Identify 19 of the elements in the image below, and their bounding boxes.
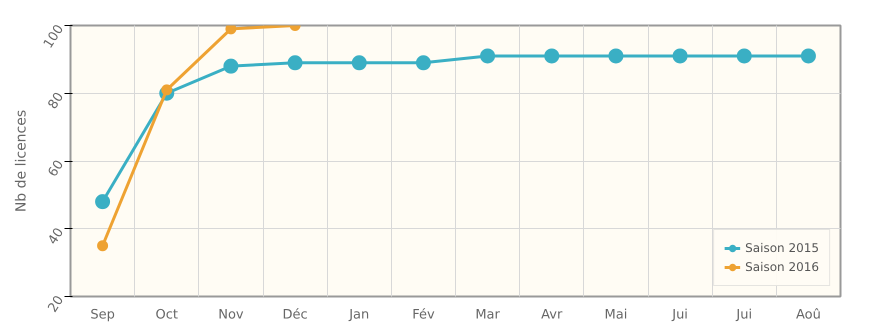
x-tick-label: Fév: [412, 308, 435, 322]
x-tick-label: Jui: [735, 308, 752, 322]
legend-label: Saison 2015: [745, 241, 819, 255]
y-tick-label: 80: [46, 90, 68, 112]
y-tick-label: 20: [46, 293, 68, 316]
x-tick-label: Sep: [90, 308, 115, 322]
y-tick-label: 40: [46, 226, 68, 248]
y-axis-title: Nb de licences: [14, 110, 30, 212]
x-tick-label: Mar: [475, 308, 500, 322]
x-tick-label: Déc: [282, 308, 308, 322]
x-tick-label: Aoû: [796, 308, 821, 322]
x-tick-label: Oct: [156, 308, 178, 322]
y-tick-label: 60: [46, 158, 68, 180]
x-tick-label: Jan: [348, 308, 370, 322]
x-tick-label: Nov: [218, 308, 244, 322]
x-tick-label: Jui: [671, 308, 688, 322]
x-tick-label: Mai: [604, 308, 628, 322]
legend-label: Saison 2016: [745, 260, 819, 274]
x-tick-label: Avr: [541, 308, 563, 322]
